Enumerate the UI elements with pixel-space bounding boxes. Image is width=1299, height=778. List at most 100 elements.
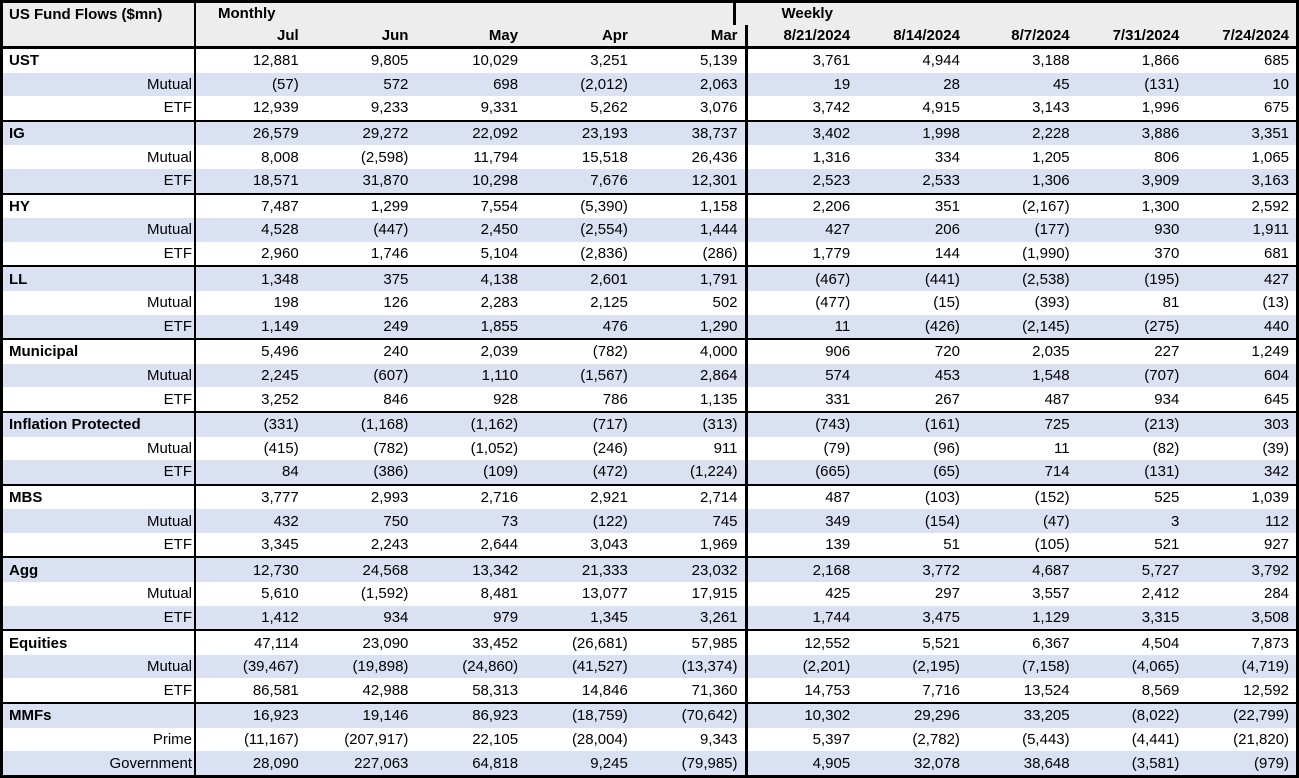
cell-monthly: 28,090 [252,754,299,772]
table-row: ETF 1,149 249 1,855 476 1,290 11 (426) (2,145) (2… [3,314,1296,339]
cell-weekly: 32,078 [914,754,960,772]
cell-monthly: 5,104 [480,245,519,263]
table-header: US Fund Flows ($mn) Monthly Weekly Jul Ju… [3,3,1296,49]
header-columns-area: Monthly Weekly Jul Jun May Apr Mar 8/21/2024 8… [196,3,1296,46]
cell-monthly: 26,436 [691,148,738,166]
cell-monthly: 5,139 [699,52,738,70]
cell-monthly: (39,467) [242,658,299,676]
row-label: ETF [3,532,196,557]
cell-monthly: (109) [483,463,519,481]
cell-weekly: (96) [933,439,960,457]
cell-monthly: 2,245 [261,367,299,385]
cell-monthly: 2,644 [480,536,519,554]
cell-monthly: 47,114 [253,634,299,652]
weekly-column-header: 7/31/2024 [1112,26,1180,44]
row-label: Mutual [3,145,196,169]
cell-weekly: 342 [1264,463,1290,481]
cell-weekly: 1,779 [744,241,858,266]
cell-weekly: (979) [1254,754,1290,772]
cell-monthly: (41,527) [571,658,628,676]
row-label: Agg [3,558,196,583]
row-label: ETF [3,460,196,484]
cell-monthly: 3,261 [699,608,738,626]
cell-weekly: 3,188 [1032,52,1070,70]
cell-monthly: 750 [383,512,409,530]
cell-weekly: (1,990) [1022,245,1070,263]
cell-weekly: (5,443) [1022,730,1070,748]
cell-weekly: 3,909 [1141,172,1180,190]
cell-monthly: (782) [373,439,409,457]
monthly-column-header: Jul [277,26,299,44]
row-label: ETF [3,314,196,339]
cell-monthly: 5,610 [261,585,299,603]
cell-monthly: 786 [602,390,628,408]
cell-weekly: 5,521 [922,634,960,652]
cell-weekly: (665) [744,460,858,484]
cell-weekly: 7,873 [1251,634,1290,652]
cell-monthly: 1,149 [261,317,299,335]
cell-weekly: 3,557 [1032,585,1070,603]
cell-weekly: 3,761 [744,49,858,73]
cell-weekly: 675 [1264,99,1290,117]
cell-weekly: 3,792 [1251,561,1290,579]
cell-monthly: 2,993 [370,488,409,506]
cell-weekly: 714 [1044,463,1070,481]
cell-weekly: (4,719) [1241,658,1290,676]
table-row: ETF 84 (386) (109) (472) (1,224) (665) (65) 714 (… [3,460,1296,484]
cell-monthly: 432 [273,512,299,530]
cell-weekly: 487 [744,485,858,510]
cell-monthly: (386) [373,463,409,481]
cell-weekly: 453 [934,367,960,385]
cell-monthly: 5,496 [261,343,299,361]
cell-weekly: 3,508 [1251,608,1290,626]
cell-monthly: (2,836) [580,245,628,263]
weekly-column-header: 8/14/2024 [893,26,960,44]
cell-weekly: (103) [924,488,960,506]
cell-weekly: 3,351 [1251,125,1290,143]
row-label: LL [3,267,196,291]
cell-monthly: 198 [273,294,299,312]
cell-monthly: 7,487 [261,197,299,215]
cell-weekly: 1,306 [1032,172,1070,190]
table-row: ETF 3,252 846 928 786 1,135 331 267 487 934 645 [3,387,1296,411]
cell-weekly: 10,302 [744,704,858,728]
cell-weekly: (13) [1262,294,1290,312]
cell-monthly: 3,076 [699,99,738,117]
cell-weekly: (4,065) [1131,658,1180,676]
table-row: ETF 86,581 42,988 58,313 14,846 71,360 14,753 7… [3,678,1296,703]
weekly-section-label: Weekly [732,3,1297,25]
cell-monthly: 16,923 [252,707,299,725]
cell-monthly: 2,450 [480,221,519,239]
cell-weekly: 1,866 [1141,52,1180,70]
cell-weekly: (2,145) [1022,317,1070,335]
row-label: UST [3,49,196,73]
cell-weekly: 5,727 [1141,561,1180,579]
table-row: UST 12,881 9,805 10,029 3,251 5,139 3,761 4,944… [3,49,1296,73]
cell-weekly: 1,548 [1032,367,1070,385]
cell-weekly: 10 [1272,75,1290,93]
cell-weekly: (152) [1034,488,1070,506]
cell-monthly: 84 [282,463,299,481]
cell-weekly: 12,592 [1243,681,1290,699]
cell-weekly: (154) [924,512,960,530]
cell-monthly: 13,077 [581,585,628,603]
cell-weekly: 3,886 [1141,125,1180,143]
cell-monthly: 5,262 [590,99,628,117]
cell-monthly: 126 [383,294,409,312]
cell-monthly: 3,252 [261,390,299,408]
cell-weekly: 2,035 [1032,343,1070,361]
cell-weekly: (4,441) [1131,730,1180,748]
row-label: IG [3,121,196,146]
cell-weekly: 1,911 [1252,221,1290,239]
cell-monthly: 1,290 [699,317,738,335]
cell-weekly: 297 [934,585,960,603]
cell-monthly: 4,000 [699,343,738,361]
cell-weekly: 2,228 [1032,125,1070,143]
cell-weekly: 2,412 [1141,585,1180,603]
cell-monthly: 38,737 [691,125,738,143]
cell-weekly: 3,402 [744,121,858,146]
cell-weekly: 349 [744,509,858,533]
cell-weekly: 4,915 [922,99,960,117]
cell-weekly: (213) [1144,416,1180,434]
table-row: ETF 12,939 9,233 9,331 5,262 3,076 3,742 4,915 3… [3,96,1296,120]
